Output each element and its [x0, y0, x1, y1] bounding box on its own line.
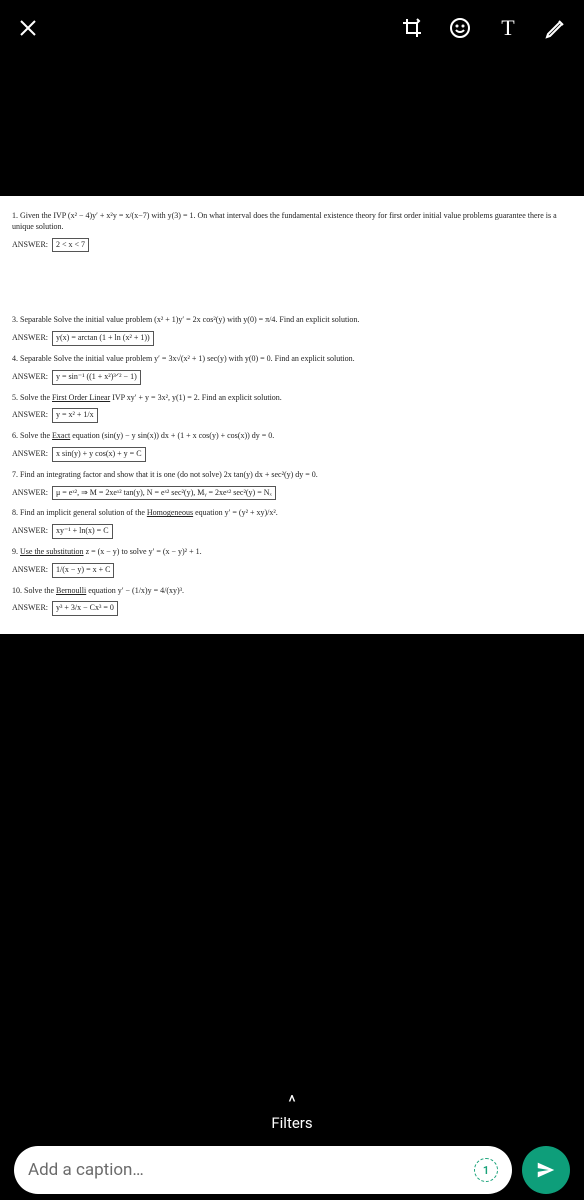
answer-label: ANSWER: [12, 372, 48, 383]
answer-label: ANSWER: [12, 333, 48, 344]
smile-icon[interactable] [448, 16, 472, 40]
caption-input[interactable]: Add a caption… 1 [14, 1146, 512, 1194]
pen-icon[interactable] [544, 16, 568, 40]
answer-8: xy⁻¹ + ln(x) = C [52, 524, 113, 539]
answer-label: ANSWER: [12, 565, 48, 576]
chevron-up-icon: ^ [288, 1094, 296, 1112]
answer-4: y = sin⁻¹ ((1 + x²)³ᐟ² − 1) [52, 370, 141, 385]
question-9: 9. Use the substitution z = (x − y) to s… [12, 547, 572, 558]
image-preview: 1. Given the IVP (x² − 4)y′ + x²y = x/(x… [0, 56, 584, 1086]
answer-5: y = x² + 1/x [52, 408, 98, 423]
question-5: 5. Solve the First Order Linear IVP xy′ … [12, 393, 572, 404]
answer-label: ANSWER: [12, 410, 48, 421]
answer-label: ANSWER: [12, 603, 48, 614]
close-icon[interactable] [16, 16, 40, 40]
filters-label: Filters [271, 1114, 312, 1132]
question-4: 4. Separable Solve the initial value pro… [12, 354, 572, 365]
caption-row: Add a caption… 1 [0, 1132, 584, 1200]
top-toolbar: T [0, 0, 584, 56]
crop-rotate-icon[interactable] [400, 16, 424, 40]
answer-label: ANSWER: [12, 449, 48, 460]
answer-6: x sin(y) + y cos(x) + y = C [52, 447, 146, 462]
question-3: 3. Separable Solve the initial value pro… [12, 315, 572, 326]
question-10: 10. Solve the Bernoulli equation y′ − (1… [12, 586, 572, 597]
answer-10: y³ + 3/x − Cx³ = 0 [52, 601, 118, 616]
question-8: 8. Find an implicit general solution of … [12, 508, 572, 519]
question-6: 6. Solve the Exact equation (sin(y) − y … [12, 431, 572, 442]
answer-label: ANSWER: [12, 240, 48, 251]
text-icon[interactable]: T [496, 16, 520, 40]
view-once-badge[interactable]: 1 [474, 1158, 498, 1182]
answer-label: ANSWER: [12, 488, 48, 499]
question-1: 1. Given the IVP (x² − 4)y′ + x²y = x/(x… [12, 211, 572, 233]
answer-7: μ = eˣ², ⇒ M = 2xeˣ² tan(y), N = eˣ² sec… [52, 486, 276, 501]
answer-1: 2 < x < 7 [52, 238, 89, 253]
caption-placeholder: Add a caption… [28, 1160, 144, 1180]
question-7: 7. Find an integrating factor and show t… [12, 470, 572, 481]
answer-label: ANSWER: [12, 526, 48, 537]
document-content: 1. Given the IVP (x² − 4)y′ + x²y = x/(x… [0, 196, 584, 634]
send-button[interactable] [522, 1146, 570, 1194]
send-icon [535, 1159, 557, 1181]
filters-toggle[interactable]: ^ Filters [0, 1094, 584, 1132]
answer-9: 1/(x − y) = x + C [52, 563, 114, 578]
answer-3: y(x) = arctan (1 + ln (x² + 1)) [52, 331, 154, 346]
